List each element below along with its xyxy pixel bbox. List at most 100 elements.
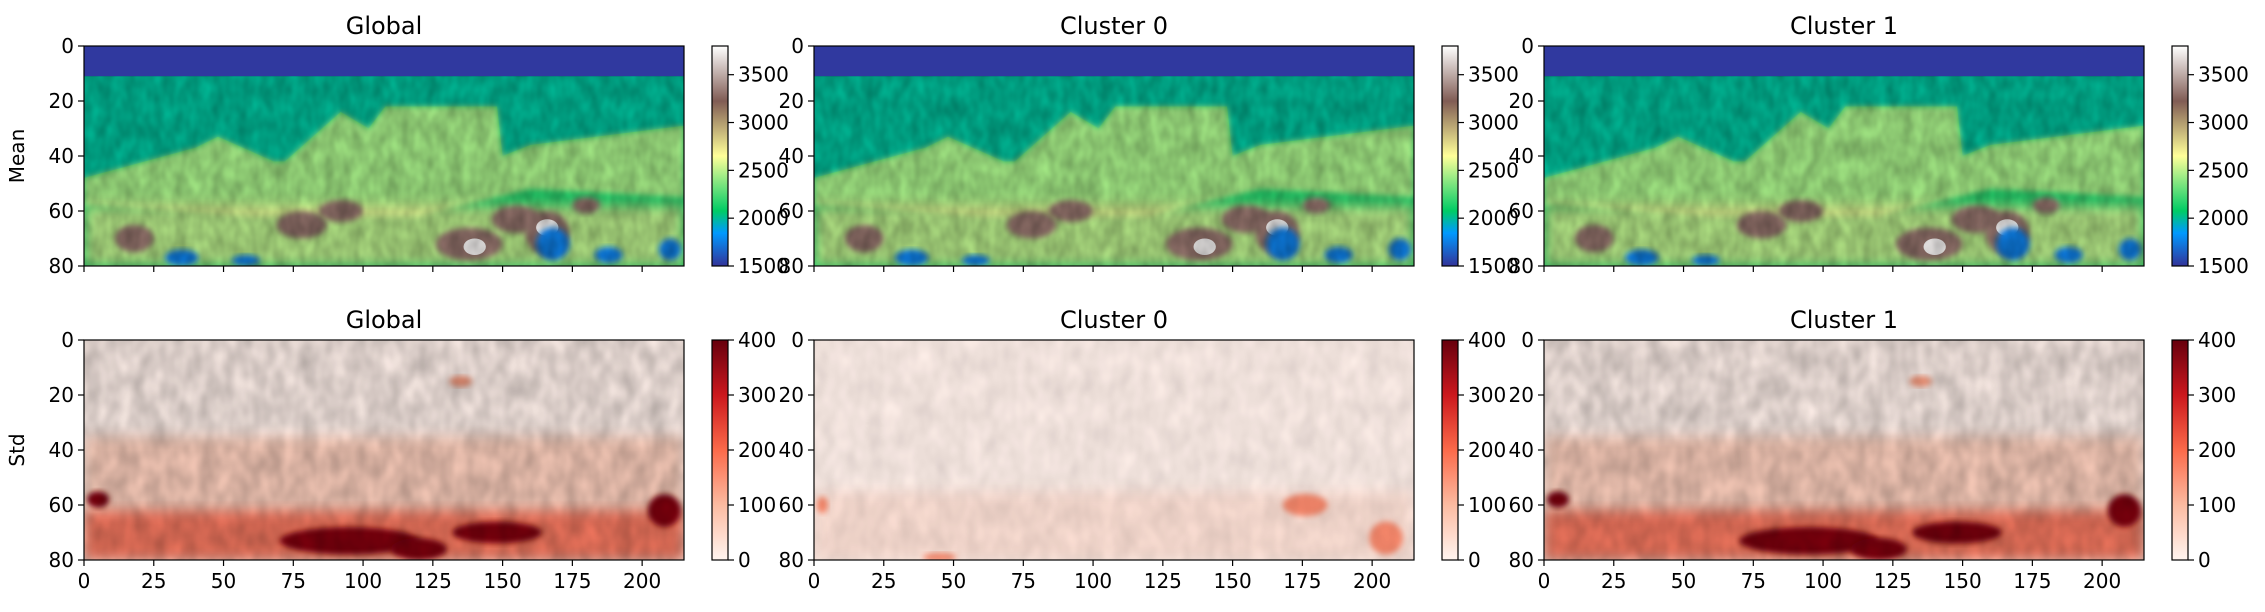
colorbar-tick-label: 1500 xyxy=(1468,254,1519,278)
x-tick-label: 125 xyxy=(1144,569,1182,593)
colorbar-tick-label: 2000 xyxy=(1468,206,1519,230)
colorbar xyxy=(1442,46,1458,266)
y-tick-label: 20 xyxy=(779,89,804,113)
x-tick-label: 25 xyxy=(141,569,166,593)
row-label: Mean xyxy=(5,129,29,184)
colorbar-tick-label: 2500 xyxy=(2198,158,2249,182)
y-tick-label: 60 xyxy=(779,199,804,223)
x-tick-label: 75 xyxy=(1011,569,1036,593)
colorbar xyxy=(2172,46,2188,266)
y-tick-label: 40 xyxy=(779,144,804,168)
colorbar-tick-label: 200 xyxy=(1468,438,1506,462)
field-texture xyxy=(814,76,1414,266)
colorbar-frame xyxy=(711,45,729,267)
panel-title: Global xyxy=(346,12,423,40)
panel-title: Cluster 1 xyxy=(1790,12,1898,40)
x-tick-label: 0 xyxy=(808,569,821,593)
colorbar-tick-label: 2000 xyxy=(738,206,789,230)
colorbar-tick-label: 0 xyxy=(738,548,751,572)
colorbar-tick-label: 200 xyxy=(2198,438,2236,462)
x-tick-label: 100 xyxy=(1804,569,1842,593)
colorbar-tick-label: 100 xyxy=(738,493,776,517)
y-tick-label: 0 xyxy=(61,328,74,352)
x-tick-label: 175 xyxy=(1283,569,1321,593)
y-tick-label: 0 xyxy=(61,34,74,58)
y-tick-label: 60 xyxy=(1509,199,1534,223)
colorbar-tick-label: 200 xyxy=(738,438,776,462)
y-tick-label: 80 xyxy=(49,548,74,572)
x-tick-label: 25 xyxy=(1601,569,1626,593)
colorbar-tick-label: 300 xyxy=(1468,383,1506,407)
x-tick-label: 125 xyxy=(414,569,452,593)
panel-title: Global xyxy=(346,306,423,334)
colorbar-frame xyxy=(2171,45,2189,267)
heatmap-image xyxy=(814,46,1414,266)
x-tick-label: 100 xyxy=(344,569,382,593)
colorbar-tick-label: 3500 xyxy=(738,63,789,87)
row-label: Std xyxy=(5,433,29,466)
panel-title: Cluster 1 xyxy=(1790,306,1898,334)
x-tick-label: 0 xyxy=(1538,569,1551,593)
colorbar-tick-label: 3000 xyxy=(738,111,789,135)
x-tick-label: 50 xyxy=(211,569,236,593)
colorbar-tick-label: 400 xyxy=(2198,328,2236,352)
colorbar-tick-label: 2500 xyxy=(738,158,789,182)
x-tick-label: 200 xyxy=(623,569,661,593)
field-water-layer xyxy=(84,46,684,78)
x-tick-label: 175 xyxy=(553,569,591,593)
x-tick-label: 200 xyxy=(2083,569,2121,593)
colorbar-tick-label: 300 xyxy=(738,383,776,407)
field-texture xyxy=(1544,76,2144,266)
heatmap-image xyxy=(84,340,684,560)
heatmap-image xyxy=(84,46,684,266)
colorbar-frame xyxy=(1441,45,1459,267)
y-tick-label: 40 xyxy=(1509,144,1534,168)
y-tick-label: 20 xyxy=(49,383,74,407)
x-tick-label: 25 xyxy=(871,569,896,593)
y-tick-label: 0 xyxy=(1521,328,1534,352)
field-water-layer xyxy=(1544,46,2144,78)
x-tick-label: 125 xyxy=(1874,569,1912,593)
y-tick-label: 40 xyxy=(49,144,74,168)
field-texture xyxy=(84,340,684,560)
colorbar-tick-label: 400 xyxy=(1468,328,1506,352)
heatmap-image xyxy=(814,340,1414,560)
y-tick-label: 20 xyxy=(49,89,74,113)
y-tick-label: 80 xyxy=(779,548,804,572)
colorbar-tick-label: 100 xyxy=(2198,493,2236,517)
y-tick-label: 40 xyxy=(1509,438,1534,462)
panel-title: Cluster 0 xyxy=(1060,306,1168,334)
x-tick-label: 50 xyxy=(1671,569,1696,593)
y-tick-label: 60 xyxy=(779,493,804,517)
y-tick-label: 0 xyxy=(791,328,804,352)
y-tick-label: 20 xyxy=(1509,383,1534,407)
y-tick-label: 20 xyxy=(779,383,804,407)
colorbar-tick-label: 400 xyxy=(738,328,776,352)
field-texture xyxy=(814,340,1414,560)
colorbar-tick-label: 2000 xyxy=(2198,206,2249,230)
y-tick-label: 0 xyxy=(1521,34,1534,58)
field-water-layer xyxy=(814,46,1414,78)
x-tick-label: 75 xyxy=(1741,569,1766,593)
y-tick-label: 60 xyxy=(49,493,74,517)
colorbar xyxy=(712,46,728,266)
colorbar-tick-label: 0 xyxy=(1468,548,1481,572)
colorbar-tick-label: 1500 xyxy=(2198,254,2249,278)
y-tick-label: 40 xyxy=(49,438,74,462)
x-tick-label: 50 xyxy=(941,569,966,593)
colorbar-tick-label: 3500 xyxy=(2198,63,2249,87)
y-tick-label: 80 xyxy=(49,254,74,278)
colorbar-tick-label: 3000 xyxy=(2198,111,2249,135)
y-tick-label: 20 xyxy=(1509,89,1534,113)
colorbar-tick-label: 0 xyxy=(2198,548,2211,572)
x-tick-label: 75 xyxy=(281,569,306,593)
panel-mean-1: Cluster 0 0 20 40 60 80 1500 2000 2500 3000 3500 xyxy=(779,12,1519,278)
panel-mean-2: Cluster 1 0 20 40 60 80 1500 2000 2500 3000 3500 xyxy=(1509,12,2249,278)
field-texture xyxy=(1544,340,2144,560)
y-tick-label: 60 xyxy=(1509,493,1534,517)
panel-mean-0: Global 0 20 40 60 80 Mean 1500 2000 2500 3000 3500 xyxy=(5,12,789,278)
